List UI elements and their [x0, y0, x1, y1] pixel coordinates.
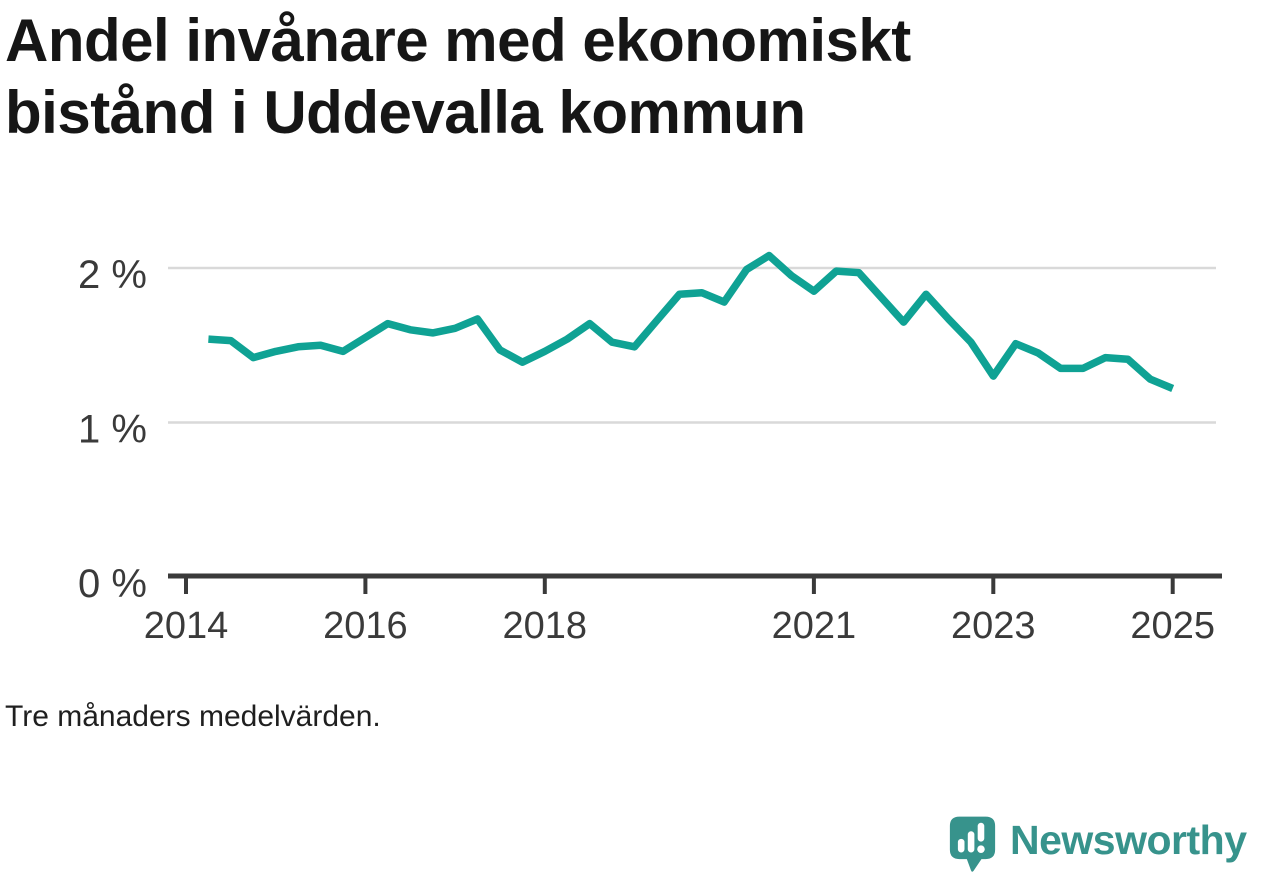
x-tick-label: 2023	[951, 605, 1036, 647]
y-tick-label: 0 %	[78, 562, 147, 606]
newsworthy-logo: Newsworthy	[948, 814, 1247, 874]
logo-bar-short	[957, 838, 965, 853]
x-tick-label: 2018	[503, 605, 588, 647]
x-tick-label: 2021	[772, 605, 857, 647]
y-tick-label: 1 %	[78, 408, 147, 452]
x-tick-label: 2016	[323, 605, 408, 647]
newsworthy-logo-icon	[949, 816, 996, 872]
x-tick-label: 2025	[1130, 605, 1215, 647]
logo-exclamation-bar	[977, 822, 985, 842]
logo-exclamation-dot	[977, 845, 985, 853]
chart-footnote: Tre månaders medelvärden.	[5, 700, 381, 733]
x-tick-label: 2014	[144, 605, 229, 647]
data-line	[208, 251, 1175, 392]
newsworthy-logo-text: Newsworthy	[1010, 817, 1247, 863]
chart-title: Andel invånare med ekonomiskt bistånd i …	[5, 7, 911, 146]
y-tick-label: 2 %	[78, 253, 147, 297]
logo-bar-tall	[967, 831, 975, 853]
